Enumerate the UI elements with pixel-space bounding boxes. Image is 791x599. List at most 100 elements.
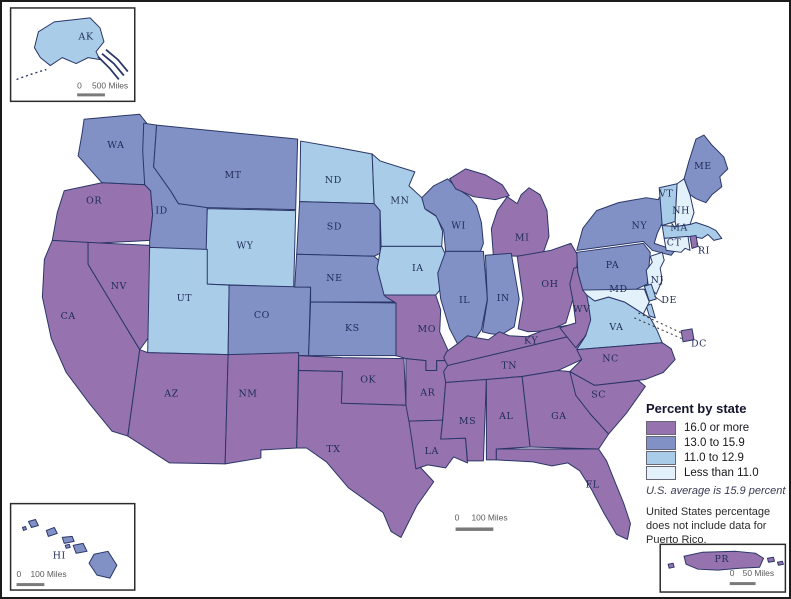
state-label-mo: MO <box>418 324 437 335</box>
state-label-tx: TX <box>326 444 340 455</box>
state-label-ia: IA <box>412 263 424 274</box>
state-label-ar: AR <box>419 387 435 398</box>
state-dc <box>680 328 695 343</box>
state-pr <box>667 550 784 571</box>
state-label-mt: MT <box>225 170 242 181</box>
state-label-sd: SD <box>327 221 342 232</box>
state-label-ca: CA <box>61 311 76 322</box>
legend-row: Less than 11.0 <box>646 466 789 480</box>
legend-category-label: 13.0 to 15.9 <box>684 437 745 449</box>
state-nj <box>645 251 665 295</box>
state-va <box>576 294 663 351</box>
state-label-ky: KY <box>524 336 538 347</box>
state-label-md: MD <box>609 284 627 295</box>
state-mt <box>153 124 299 211</box>
state-label-oh: OH <box>541 279 558 290</box>
state-pa <box>576 242 651 291</box>
state-nc <box>569 342 676 386</box>
state-label-pr: PR <box>714 554 729 565</box>
state-label-vt: VT <box>658 189 673 200</box>
state-md <box>582 288 650 315</box>
state-label-sc: SC <box>591 389 606 400</box>
scale-bar-label: 50 Miles <box>743 568 774 578</box>
scale-bar-label: 100 Miles <box>30 569 66 579</box>
state-label-wi: WI <box>451 220 466 231</box>
state-ak <box>33 17 105 67</box>
state-nd <box>299 140 375 205</box>
state-oh <box>516 242 579 333</box>
state-wi <box>421 178 484 252</box>
state-label-fl: FL <box>586 480 600 491</box>
scale-bar <box>16 583 45 587</box>
scale-bar-zero: 0 <box>455 513 460 523</box>
state-me <box>683 134 729 204</box>
legend-swatch <box>646 436 676 450</box>
state-label-ny: NY <box>632 220 648 231</box>
legend-row: 16.0 or more <box>646 421 789 435</box>
state-label-nc: NC <box>602 354 619 365</box>
legend-swatch <box>646 451 676 465</box>
state-label-nh: NH <box>672 206 690 217</box>
scale-bar-zero: 0 <box>730 568 735 578</box>
state-nm <box>224 352 300 465</box>
state-label-dc: DC <box>691 339 707 350</box>
state-label-co: CO <box>254 310 270 321</box>
state-label-hi: HI <box>53 550 66 561</box>
state-label-wy: WY <box>236 240 253 251</box>
hawaii-inset-frame <box>9 502 136 591</box>
state-or <box>51 182 154 244</box>
scale-bar-zero: 0 <box>17 569 22 579</box>
coast-decoration <box>16 68 47 81</box>
state-label-id: ID <box>155 206 167 217</box>
state-label-la: LA <box>425 446 439 457</box>
state-label-nj: NJ <box>651 275 664 286</box>
legend-swatch <box>646 421 676 435</box>
state-az <box>127 349 229 465</box>
scale-bar-zero: 0 <box>77 80 82 90</box>
state-label-nv: NV <box>111 281 127 292</box>
state-label-or: OR <box>86 196 102 207</box>
state-label-mn: MN <box>390 196 409 207</box>
state-label-ct: CT <box>667 237 682 248</box>
map-legend: Percent by state 16.0 or more 13.0 to 15.… <box>646 401 789 547</box>
legend-category-label: Less than 11.0 <box>684 467 759 479</box>
scale-bar-label: 500 Miles <box>92 80 128 90</box>
state-tx <box>296 370 435 538</box>
state-label-tn: TN <box>501 361 517 372</box>
legend-category-label: 16.0 or more <box>684 422 750 434</box>
state-label-ne: NE <box>326 273 342 284</box>
state-fl <box>495 448 631 540</box>
legend-swatch <box>646 466 676 480</box>
legend-category-label: 11.0 to 12.9 <box>684 452 744 464</box>
state-label-de: DE <box>661 295 677 306</box>
state-label-ut: UT <box>177 293 193 304</box>
state-sc <box>569 371 646 435</box>
state-label-wv: WV <box>573 304 591 315</box>
legend-title: Percent by state <box>646 401 747 416</box>
scale-bar-label: 100 Miles <box>471 513 507 523</box>
scale-bar <box>77 93 105 97</box>
state-label-al: AL <box>498 411 513 422</box>
label-leader-line <box>653 295 663 303</box>
state-label-ok: OK <box>360 374 376 385</box>
state-de <box>643 283 657 302</box>
legend-footnote: United States percentage does not includ… <box>646 506 771 546</box>
coast-decoration <box>97 48 129 81</box>
state-label-mi: MI <box>515 232 530 243</box>
state-label-pa: PA <box>606 260 619 271</box>
label-leader-line <box>695 243 702 250</box>
legend-row: 11.0 to 12.9 <box>646 451 789 465</box>
state-label-ri: RI <box>698 245 710 256</box>
state-label-ms: MS <box>459 416 476 427</box>
state-nh <box>674 178 695 227</box>
state-label-ak: AK <box>78 32 94 43</box>
legend-rows: 16.0 or more 13.0 to 15.9 11.0 to 12.9 Less… <box>646 421 789 480</box>
state-ri <box>689 234 699 249</box>
state-label-va: VA <box>608 322 623 333</box>
state-label-ga: GA <box>551 411 567 422</box>
state-label-ma: MA <box>670 222 688 233</box>
legend-row: 13.0 to 15.9 <box>646 436 789 450</box>
state-label-az: AZ <box>163 388 179 399</box>
